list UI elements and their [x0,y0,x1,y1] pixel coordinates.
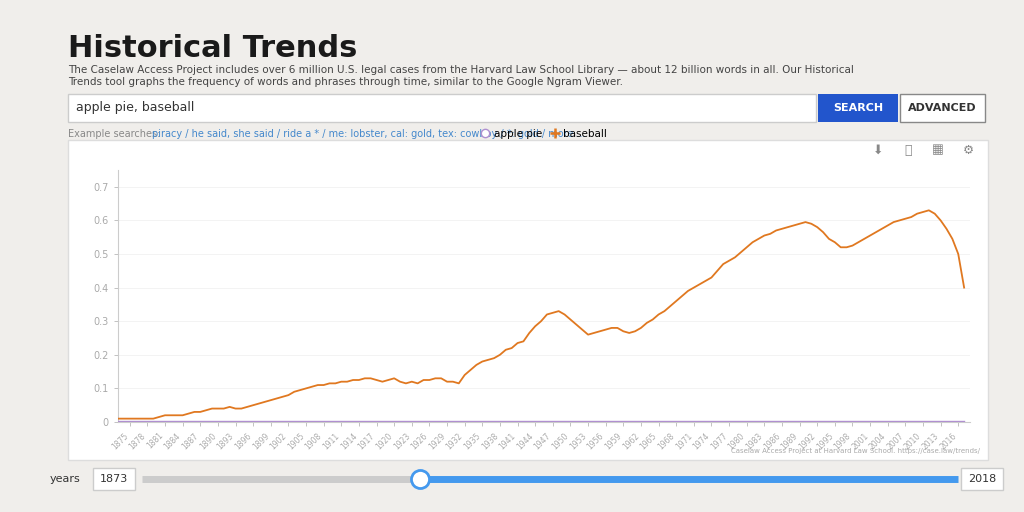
Bar [93,468,135,490]
Text: 1873: 1873 [100,474,128,484]
Bar [68,94,816,122]
Bar [818,94,898,122]
Text: Historical Trends: Historical Trends [68,34,357,63]
Text: ⚙: ⚙ [963,143,974,157]
Text: 2018: 2018 [968,474,996,484]
Text: Caselaw Access Project at Harvard Law School. https://case.law/trends/: Caselaw Access Project at Harvard Law Sc… [731,448,980,454]
Text: ⬇: ⬇ [872,143,884,157]
Text: ADVANCED: ADVANCED [907,103,976,113]
Text: SEARCH: SEARCH [833,103,883,113]
Text: The Caselaw Access Project includes over 6 million U.S. legal cases from the Har: The Caselaw Access Project includes over… [68,65,854,75]
Text: Example searches:: Example searches: [68,129,164,139]
Text: ▦: ▦ [932,143,944,157]
Text: Trends tool graphs the frequency of words and phrases through time, similar to t: Trends tool graphs the frequency of word… [68,77,623,87]
Text: years: years [50,474,81,484]
Bar [68,140,988,460]
Bar [900,94,985,122]
Text: 🎓: 🎓 [904,143,911,157]
Bar [961,468,1002,490]
Text: apple pie, baseball: apple pie, baseball [76,101,195,115]
Legend: apple pie, baseball: apple pie, baseball [477,125,611,143]
Text: piracy / he said, she said / ride a * / me: lobster, cal: gold, tex: cowboy / *:: piracy / he said, she said / ride a * / … [152,129,586,139]
